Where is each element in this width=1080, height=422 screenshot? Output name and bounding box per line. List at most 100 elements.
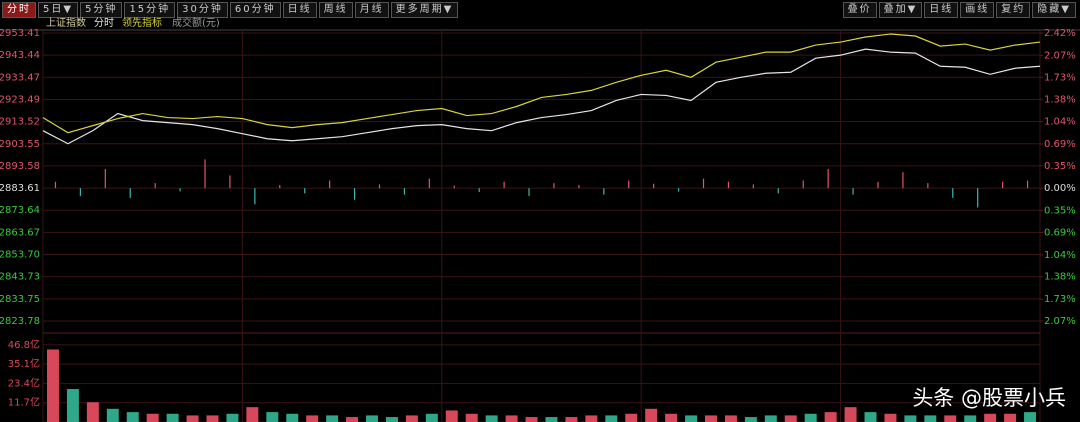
y2-tick-label: 1.73% (1044, 294, 1076, 305)
y-tick-label: 2823.78 (0, 316, 40, 327)
volume-bar (485, 415, 498, 422)
strength-bar (453, 185, 455, 189)
volume-bar (445, 410, 458, 422)
strength-bar (702, 178, 705, 189)
strength-bar (603, 188, 605, 195)
toolbar-button[interactable]: 60分钟 (229, 2, 281, 18)
volume-bar (944, 415, 957, 422)
strength-bar (952, 188, 954, 198)
toolbar-right: 叠价 叠加▼ 日线 画线 复约 隐藏▼ (842, 2, 1076, 18)
volume-bar (326, 415, 339, 422)
toolbar-button[interactable]: 分时 (2, 2, 36, 18)
volume-bar (625, 413, 638, 422)
volume-bar (705, 415, 717, 422)
y2-tick-label: 2.07% (1044, 50, 1076, 61)
toolbar-button[interactable]: 15分钟 (124, 2, 176, 18)
toolbar-button[interactable]: 画线 (960, 2, 995, 18)
volume-bar (166, 413, 179, 422)
y2-tick-label: 2.07% (1044, 316, 1076, 327)
volume-bar (465, 413, 478, 422)
y-tick-label: 2923.49 (0, 94, 40, 105)
strength-bar (179, 188, 181, 192)
strength-bar (478, 188, 480, 193)
volume-bar (346, 417, 359, 422)
y-tick-label: 2863.67 (0, 227, 40, 238)
strength-bar (329, 180, 331, 189)
price-line (42, 48, 1041, 145)
y2-tick-label: 1.04% (1044, 117, 1076, 128)
volume-bar (585, 415, 598, 422)
strength-bar (727, 181, 730, 189)
toolbar-button[interactable]: 5日▼ (38, 2, 79, 18)
strength-bar (852, 188, 854, 195)
strength-bar (653, 183, 655, 189)
strength-bar (1026, 180, 1029, 189)
strength-bar (204, 159, 206, 189)
volume-bar (824, 412, 837, 422)
volume-bar (545, 417, 558, 422)
strength-bar (553, 183, 555, 189)
y-tick-label: 2943.44 (0, 50, 40, 61)
toolbar-button[interactable]: 周线 (318, 2, 353, 18)
strength-bar (877, 181, 879, 189)
toolbar-button[interactable]: 日线 (282, 2, 317, 18)
legend-volume: 成交额(元) (172, 16, 220, 29)
toolbar-button[interactable]: 叠价 (842, 2, 877, 18)
volume-bar (565, 417, 578, 422)
y2-tick-label: 1.38% (1044, 272, 1076, 283)
toolbar-button[interactable]: 5分钟 (80, 2, 123, 18)
y-tick-label: 2903.55 (0, 139, 40, 150)
strength-bar (154, 183, 156, 189)
volume-bar (126, 412, 139, 422)
toolbar-button[interactable]: 更多周期▼ (390, 2, 459, 18)
y2-tick-label: 0.35% (1044, 206, 1076, 217)
legend-entry: 分时 (94, 17, 114, 29)
strength-bar (353, 188, 356, 200)
volume-bar (46, 349, 59, 422)
y-tick-label: 2853.70 (0, 250, 40, 261)
volume-bar (884, 413, 897, 422)
y2-tick-label: 1.73% (1044, 72, 1076, 83)
strength-bar (79, 188, 81, 196)
volume-bar (226, 413, 239, 422)
volume-bar (66, 389, 79, 422)
strength-bar (902, 172, 904, 189)
y2-tick-label: 0.35% (1044, 161, 1076, 172)
legend-title: 上证指数 (46, 16, 86, 29)
volume-bar (744, 417, 757, 422)
y-tick-label: 2833.75 (0, 294, 40, 305)
y2-tick-label: 0.69% (1044, 227, 1076, 238)
volume-bar (645, 408, 658, 422)
toolbar-button[interactable]: 隐藏▼ (1032, 2, 1076, 18)
legend-entry: 领先指标 (122, 16, 162, 29)
toolbar-button[interactable]: 日线 (924, 2, 959, 18)
toolbar-button[interactable]: 30分钟 (177, 2, 228, 18)
volume-tick-label: 46.8亿 (8, 338, 40, 351)
plot-frame (42, 29, 1041, 422)
strength-bar (428, 178, 430, 189)
volume-bar (146, 413, 159, 422)
toolbar-button[interactable]: 叠加▼ (878, 2, 923, 18)
volume-bar (525, 417, 538, 422)
volume-bar (685, 415, 698, 422)
volume-bar (266, 412, 279, 422)
toolbar-button[interactable]: 月线 (354, 2, 389, 18)
strength-bar (279, 185, 281, 189)
y2-tick-label: 1.38% (1044, 95, 1076, 106)
strength-bar (104, 168, 106, 189)
volume-tick-label: 11.7亿 (8, 396, 40, 409)
strength-bar (827, 168, 829, 189)
strength-bar (229, 175, 231, 189)
strength-bar (578, 185, 580, 189)
volume-bar (505, 415, 518, 422)
strength-bar (628, 180, 630, 189)
strength-bar (528, 188, 530, 196)
y2-tick-label: 1.04% (1044, 250, 1076, 261)
y-tick-label: 2893.58 (0, 161, 40, 172)
y-tick-label: 2883.61 (0, 183, 40, 194)
volume-bar (984, 413, 997, 422)
volume-bar (385, 417, 398, 422)
strength-bar (403, 188, 406, 195)
toolbar-button[interactable]: 复约 (996, 2, 1031, 18)
